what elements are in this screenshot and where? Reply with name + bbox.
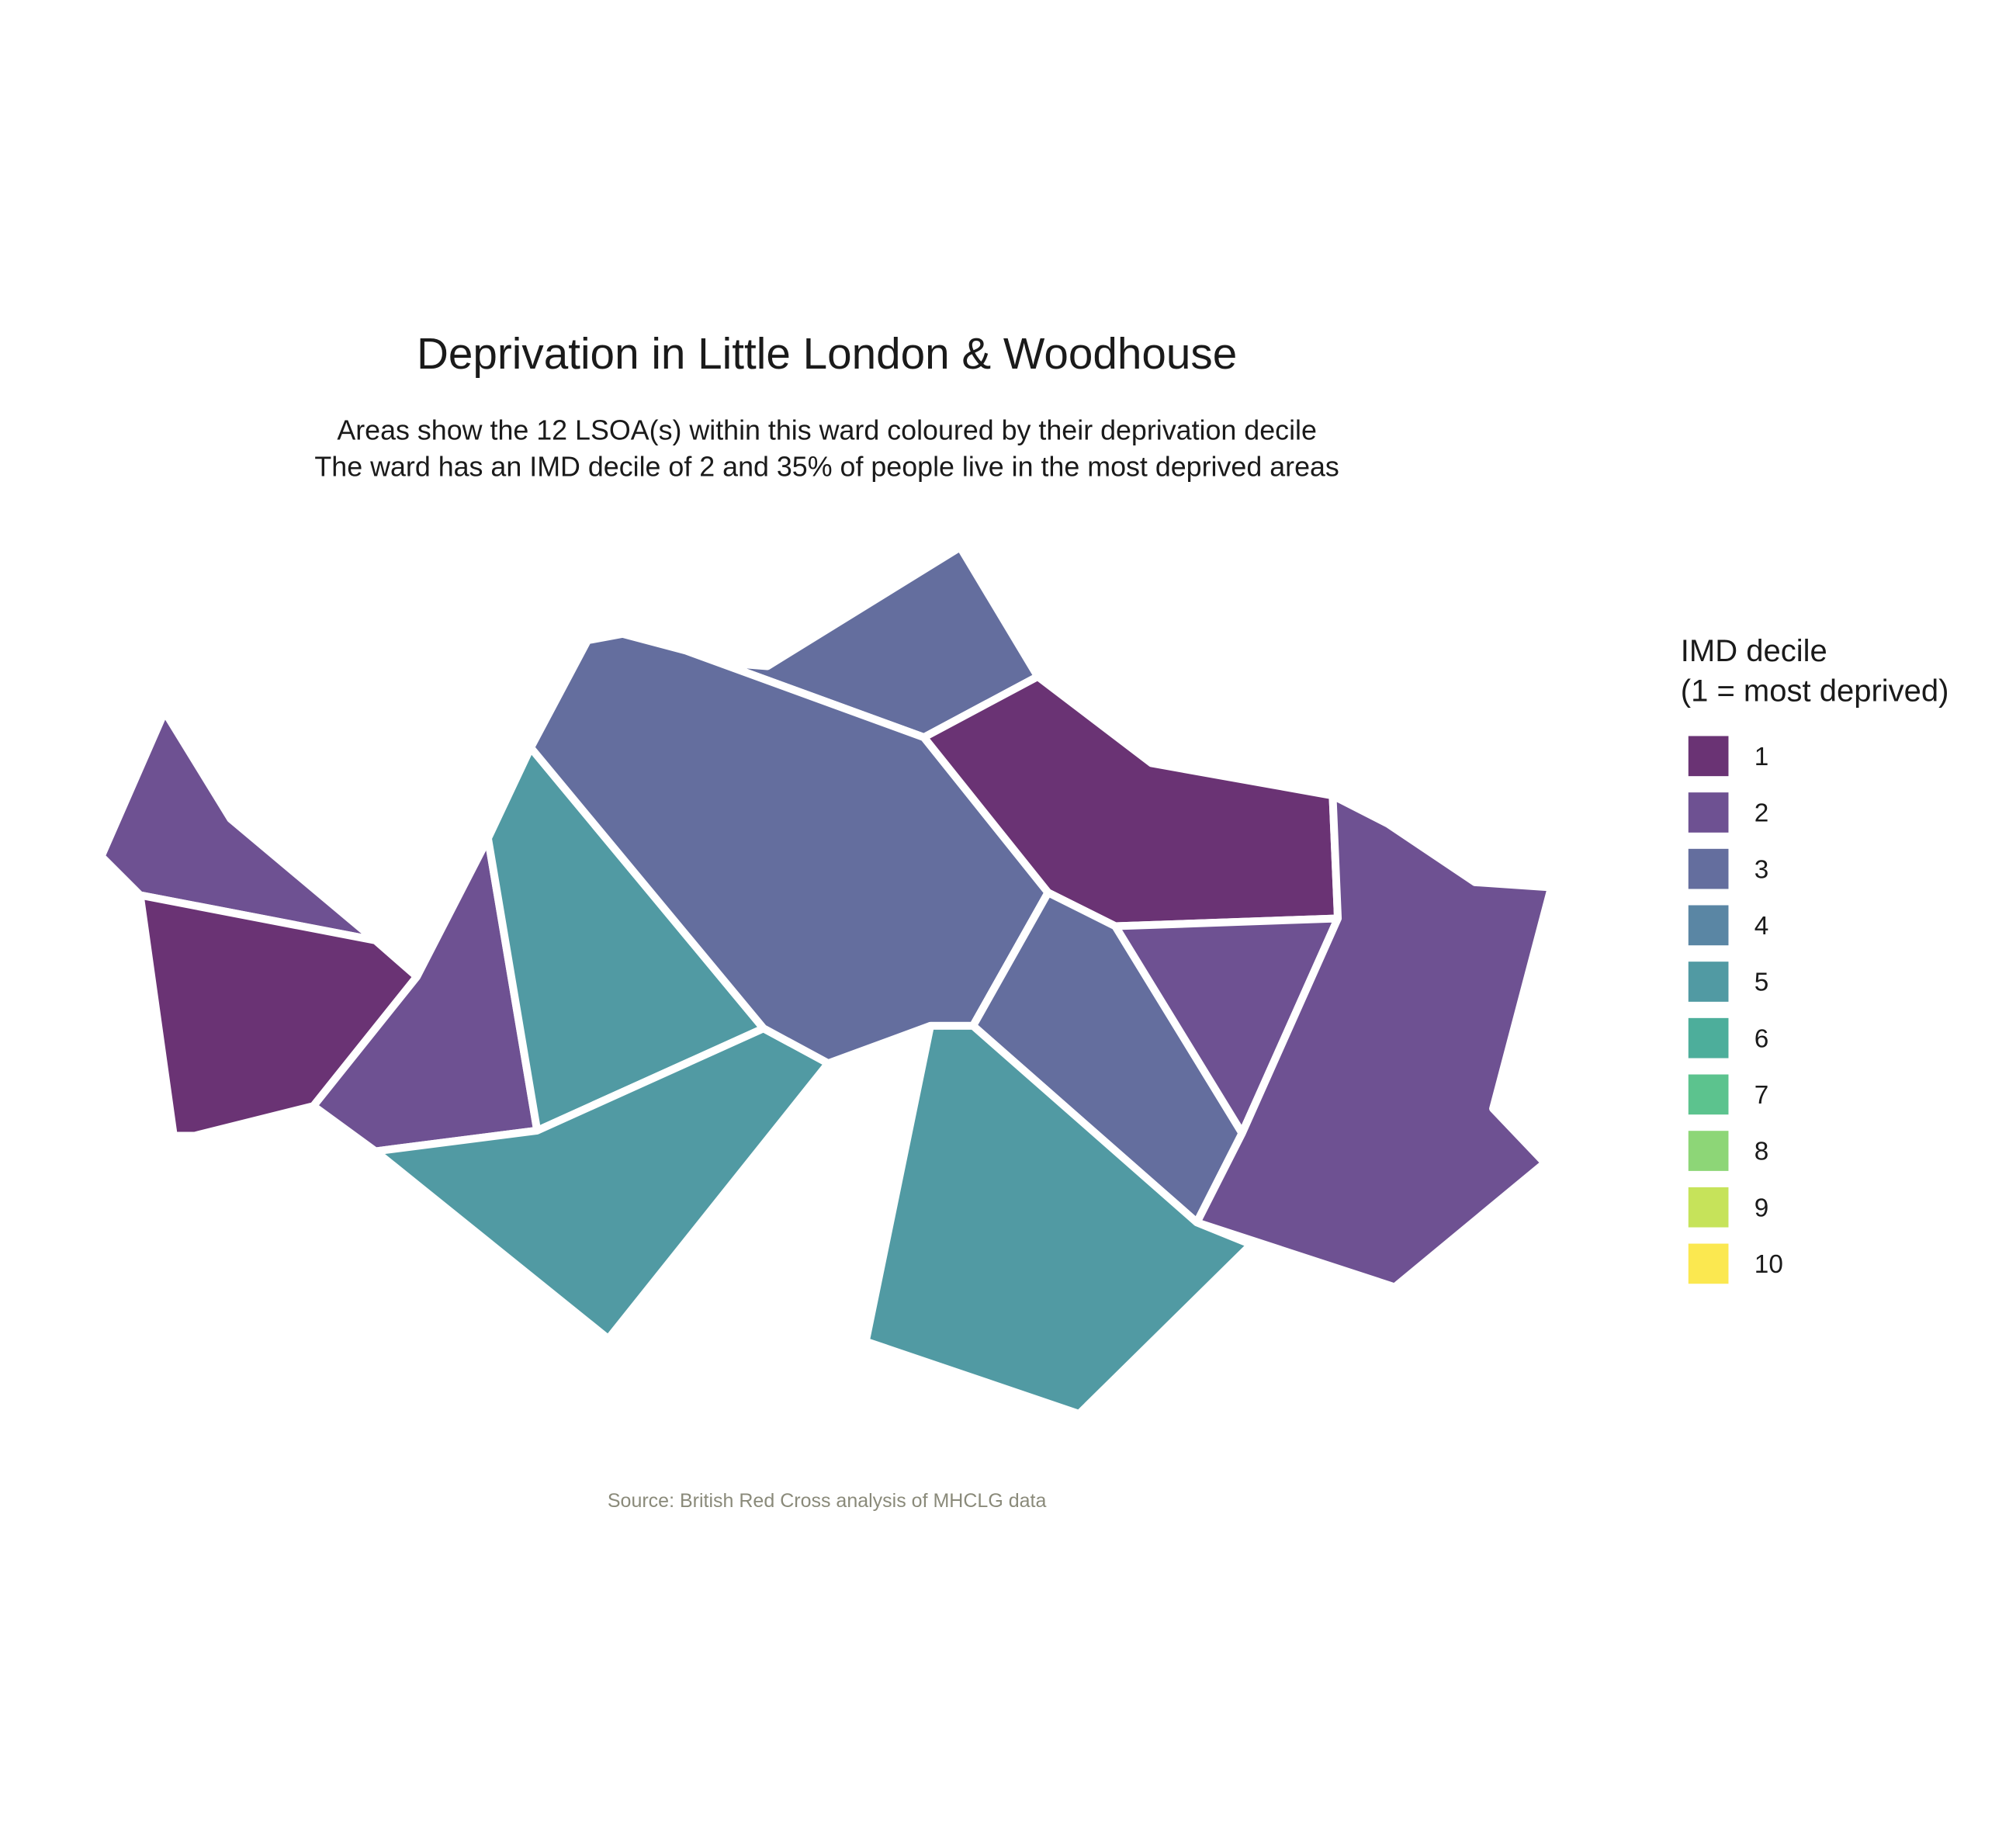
legend-key-7 — [1688, 1074, 1729, 1115]
legend-label-1: 1 — [1754, 743, 1769, 771]
lsoa-area — [1193, 792, 1556, 1291]
legend-label-10: 10 — [1754, 1250, 1783, 1279]
legend: IMD decile (1 = most deprived) 1 2 3 4 5 6 7 8 9… — [1681, 634, 1949, 1284]
lsoa-area — [861, 1021, 1256, 1418]
legend-key-9 — [1688, 1187, 1729, 1228]
legend-key-8 — [1688, 1131, 1729, 1171]
legend-label-8: 8 — [1754, 1138, 1769, 1166]
legend-label-4: 4 — [1754, 912, 1769, 941]
legend-key-1 — [1688, 736, 1729, 777]
legend-title-line-1: IMD decile — [1681, 634, 1827, 668]
legend-key-5 — [1688, 962, 1729, 1002]
legend-label-6: 6 — [1754, 1024, 1769, 1053]
legend-label-2: 2 — [1754, 799, 1769, 828]
legend-label-9: 9 — [1754, 1194, 1769, 1222]
legend-label-3: 3 — [1754, 855, 1769, 884]
map-title: Deprivation in Little London & Woodhouse — [417, 330, 1237, 379]
legend-title-line-2: (1 = most deprived) — [1681, 674, 1949, 708]
legend-label-5: 5 — [1754, 968, 1769, 997]
lsoa-area — [97, 707, 379, 944]
legend-key-2 — [1688, 792, 1729, 833]
lsoa-areas — [97, 543, 1556, 1418]
legend-key-4 — [1688, 905, 1729, 946]
legend-label-7: 7 — [1754, 1081, 1769, 1110]
map-subtitle-line-2: The ward has an IMD decile of 2 and 35% … — [314, 451, 1339, 482]
map-caption: Source: British Red Cross analysis of MH… — [608, 1490, 1047, 1512]
legend-key-3 — [1688, 848, 1729, 889]
legend-items: 1 2 3 4 5 6 7 8 9 10 — [1688, 736, 1783, 1284]
map-subtitle-line-1: Areas show the 12 LSOA(s) within this wa… — [337, 415, 1317, 446]
legend-key-10 — [1688, 1243, 1729, 1284]
legend-key-6 — [1688, 1017, 1729, 1059]
